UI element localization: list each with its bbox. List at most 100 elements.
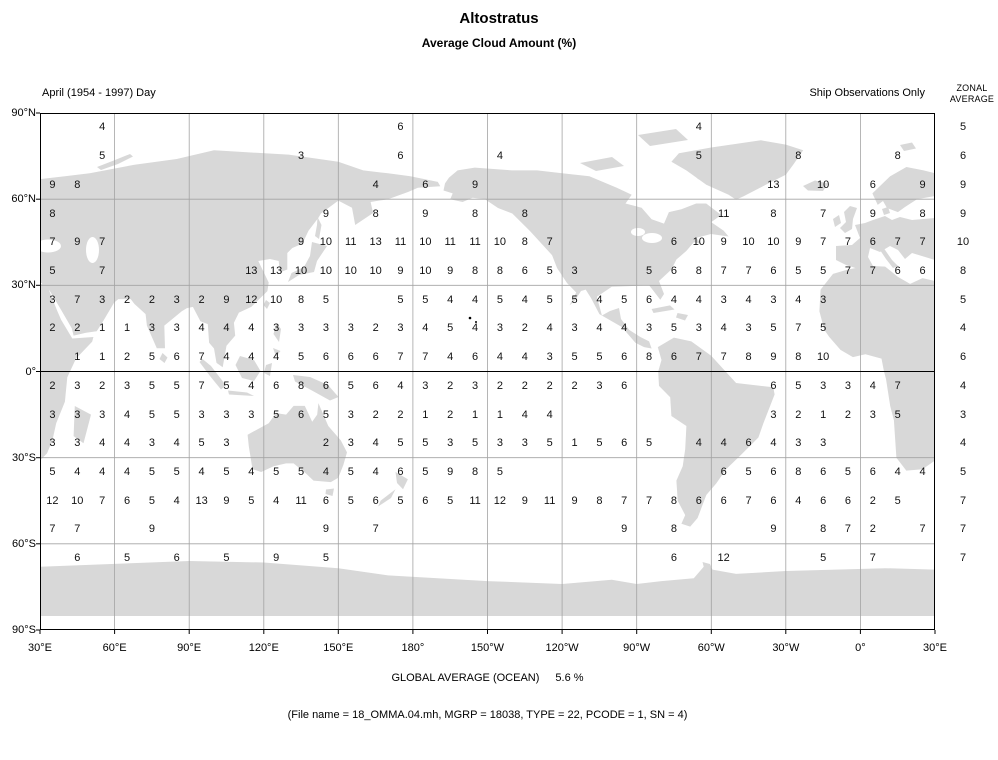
cell-value: 5 — [248, 494, 255, 507]
cell-value: 9 — [447, 264, 454, 277]
zonal-average-header: ZONAL AVERAGE — [946, 83, 998, 105]
cell-value: 8 — [521, 207, 528, 220]
cell-value: 3 — [173, 293, 180, 306]
cell-value: 3 — [720, 293, 727, 306]
cell-value: 4 — [372, 437, 379, 450]
cell-value: 7 — [820, 207, 827, 220]
cell-value: 7 — [869, 552, 876, 565]
cell-value: 11 — [295, 494, 307, 507]
cell-value: 4 — [248, 322, 255, 335]
cell-value: 4 — [372, 466, 379, 479]
cell-value: 2 — [148, 293, 155, 306]
cell-value: 3 — [99, 293, 106, 306]
zonal-average-value: 6 — [959, 351, 967, 364]
cell-value: 8 — [770, 207, 777, 220]
cell-value: 8 — [49, 207, 56, 220]
cell-value: 5 — [223, 466, 230, 479]
cell-value: 9 — [720, 236, 727, 249]
cell-value: 2 — [397, 408, 404, 421]
cell-value: 3 — [49, 408, 56, 421]
cell-value: 7 — [422, 351, 429, 364]
cell-value: 8 — [496, 264, 503, 277]
cell-value: 1 — [99, 322, 106, 335]
cell-value: 6 — [894, 264, 901, 277]
cell-value: 5 — [621, 293, 628, 306]
cell-value: 4 — [720, 437, 727, 450]
cell-value: 10 — [319, 264, 333, 277]
cell-value: 3 — [198, 408, 205, 421]
cell-value: 6 — [770, 494, 777, 507]
cell-value: 6 — [372, 351, 379, 364]
cell-value: 12 — [493, 494, 507, 507]
cell-value: 5 — [322, 293, 329, 306]
cell-value: 9 — [223, 494, 230, 507]
cell-value: 4 — [546, 322, 553, 335]
cell-value: 6 — [621, 437, 628, 450]
cell-value: 3 — [347, 408, 354, 421]
cell-value: 9 — [397, 264, 404, 277]
zonal-average-value: 7 — [959, 494, 967, 507]
cell-value: 3 — [820, 293, 827, 306]
cell-value: 3 — [347, 322, 354, 335]
cell-value: 6 — [869, 236, 876, 249]
cell-value: 6 — [621, 379, 628, 392]
global-average-label: GLOBAL AVERAGE (OCEAN) — [391, 672, 540, 684]
cell-value: 9 — [521, 494, 528, 507]
cell-value: 13 — [195, 494, 208, 507]
cell-value: 9 — [49, 178, 56, 191]
cell-value: 8 — [74, 178, 81, 191]
cell-value: 5 — [148, 408, 155, 421]
cell-value: 3 — [770, 408, 777, 421]
cell-value: 5 — [223, 379, 230, 392]
lat-tick-label: 30°N — [11, 279, 36, 292]
cell-value: 5 — [322, 552, 329, 565]
cell-value: 7 — [74, 523, 81, 536]
cell-value: 6 — [347, 351, 354, 364]
cell-value: 7 — [720, 351, 727, 364]
cell-value: 1 — [74, 351, 81, 364]
cell-value: 5 — [123, 552, 131, 565]
zonal-average-value: 4 — [959, 322, 967, 335]
cell-value: 5 — [173, 408, 180, 421]
cell-value: 4 — [372, 178, 379, 191]
cell-value: 4 — [123, 408, 131, 421]
cell-value: 5 — [670, 322, 678, 335]
cell-value: 3 — [273, 322, 280, 335]
cell-value: 2 — [49, 322, 56, 335]
cell-value: 3 — [745, 322, 752, 335]
cell-value: 7 — [795, 322, 802, 335]
zonal-average-value: 7 — [959, 552, 967, 565]
cell-value: 5 — [496, 293, 503, 306]
cell-value: 9 — [472, 178, 479, 191]
map-frame — [40, 113, 935, 630]
cell-value: 3 — [422, 379, 429, 392]
cell-value: 2 — [74, 322, 81, 335]
cell-value: 1 — [820, 408, 827, 421]
file-info-label: (File name = 18_OMMA.04.mh, MGRP = 18038… — [287, 709, 688, 721]
lat-tick-label: 90°S — [12, 624, 36, 636]
cell-value: 1 — [496, 408, 503, 421]
cell-value: 5 — [223, 552, 230, 565]
lon-tick-label: 150°W — [470, 642, 505, 654]
cell-value: 2 — [795, 408, 802, 421]
cell-value: 9 — [621, 523, 628, 536]
cell-value: 10 — [419, 264, 432, 277]
cell-value: 5 — [148, 379, 155, 392]
cell-value: 5 — [646, 437, 653, 450]
cell-value: 4 — [173, 494, 180, 507]
cell-value: 3 — [74, 437, 81, 450]
cell-value: 3 — [869, 408, 876, 421]
cell-value: 5 — [297, 351, 305, 364]
cell-value: 2 — [521, 379, 528, 392]
cell-value: 10 — [294, 264, 308, 277]
cell-value: 3 — [148, 437, 155, 450]
global-average-value: 5.6 % — [555, 672, 584, 684]
cell-value: 6 — [521, 264, 528, 277]
cell-value: 5 — [347, 494, 354, 507]
cell-value: 11 — [444, 236, 456, 249]
cell-value: 3 — [123, 379, 131, 392]
cell-value: 12 — [717, 552, 730, 565]
source-label: Ship Observations Only — [809, 87, 925, 99]
cell-value: 4 — [472, 293, 479, 306]
cell-value: 4 — [670, 293, 678, 306]
